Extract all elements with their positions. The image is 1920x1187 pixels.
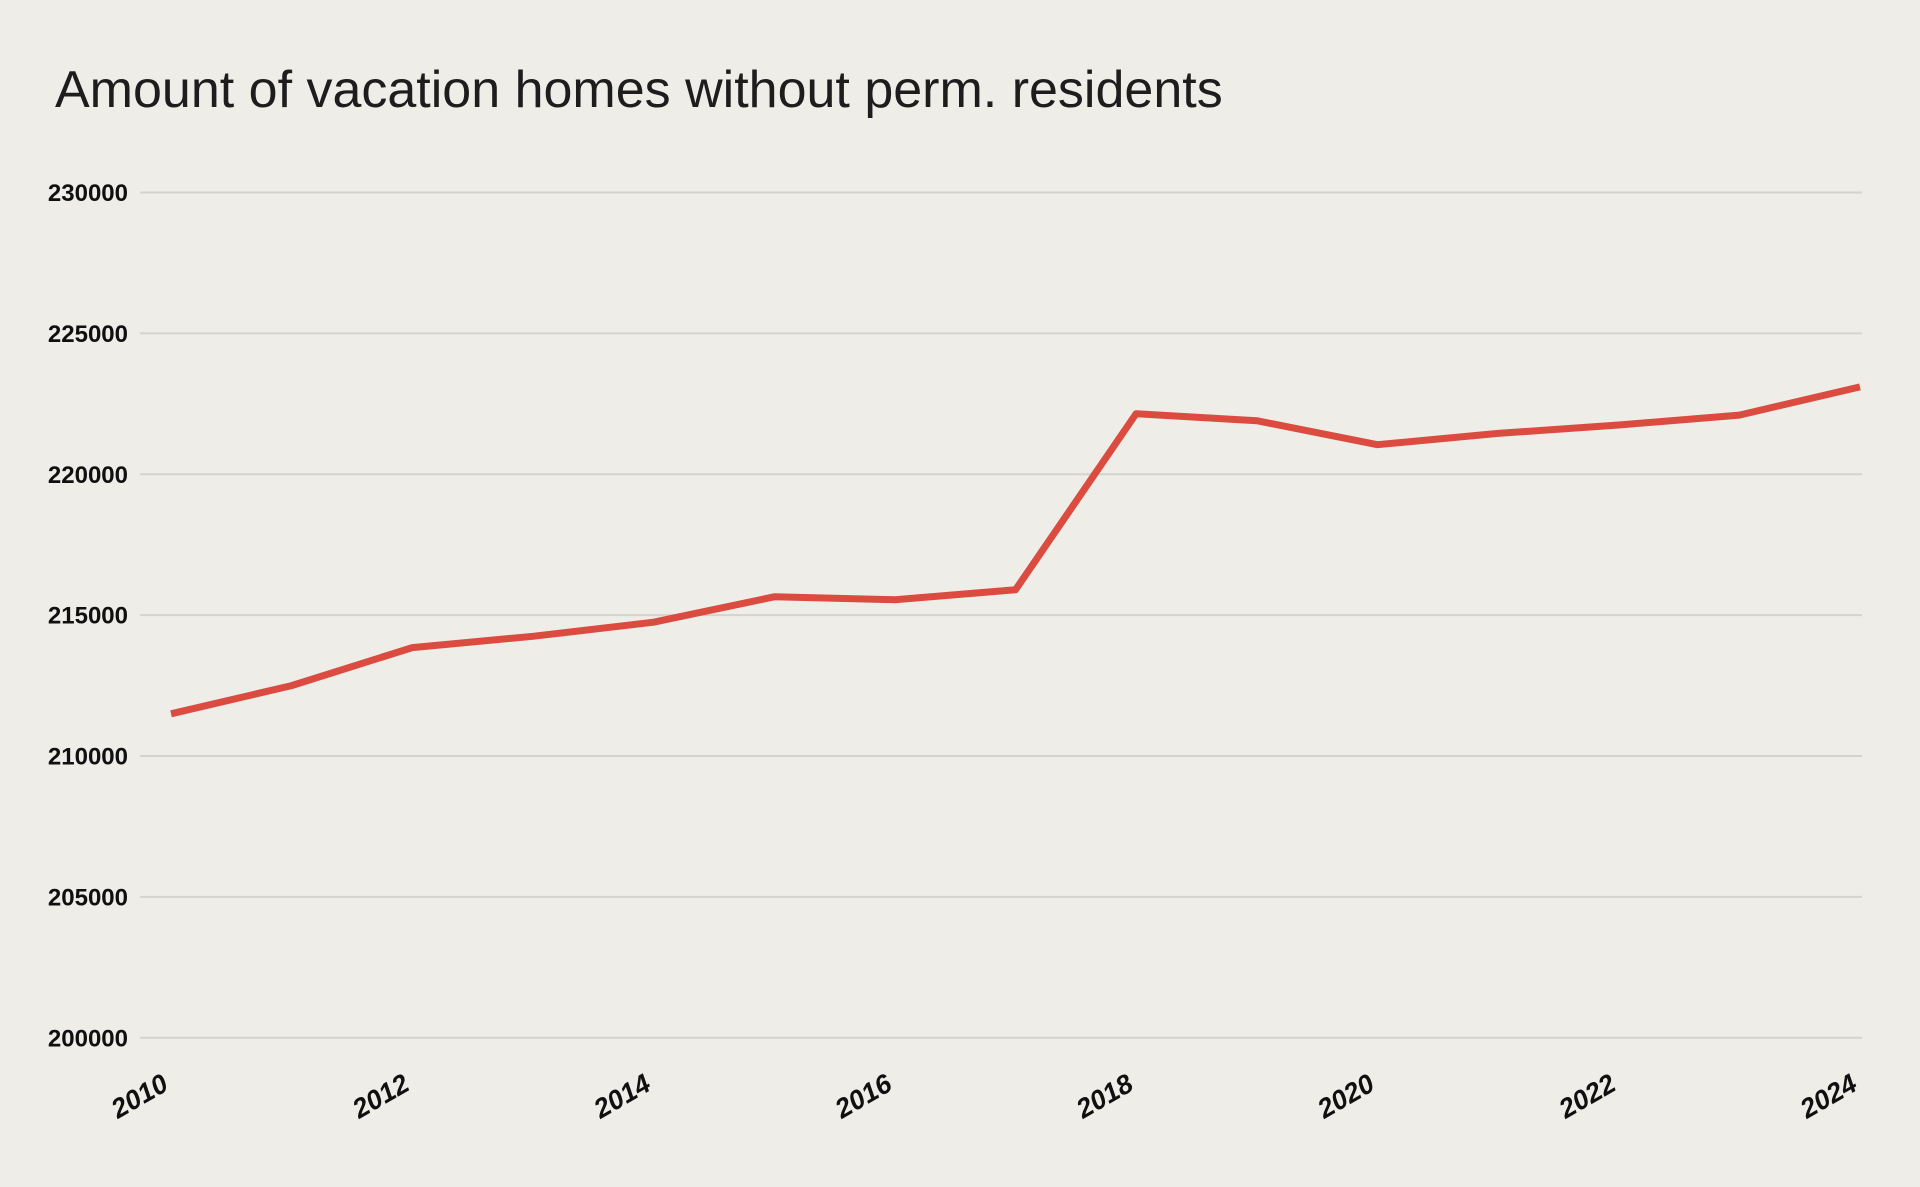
y-tick-label: 200000 [48,1025,128,1052]
x-tick-label: 2018 [1070,1068,1138,1125]
x-tick-label: 2014 [588,1068,656,1125]
x-tick-label: 2012 [346,1068,414,1125]
y-tick-label: 210000 [48,744,128,771]
y-tick-label: 220000 [48,462,128,489]
x-tick-label: 2024 [1794,1068,1862,1125]
y-tick-label: 205000 [48,884,128,911]
x-tick-label: 2020 [1312,1068,1380,1125]
chart-title: Amount of vacation homes without perm. r… [55,61,1223,119]
x-tick-label: 2010 [105,1068,173,1125]
y-tick-label: 230000 [48,180,128,207]
y-tick-label: 225000 [48,321,128,348]
y-tick-label: 215000 [48,603,128,630]
x-tick-label: 2016 [829,1068,898,1125]
x-tick-label: 2022 [1553,1068,1621,1125]
data-line-series [170,383,1861,718]
